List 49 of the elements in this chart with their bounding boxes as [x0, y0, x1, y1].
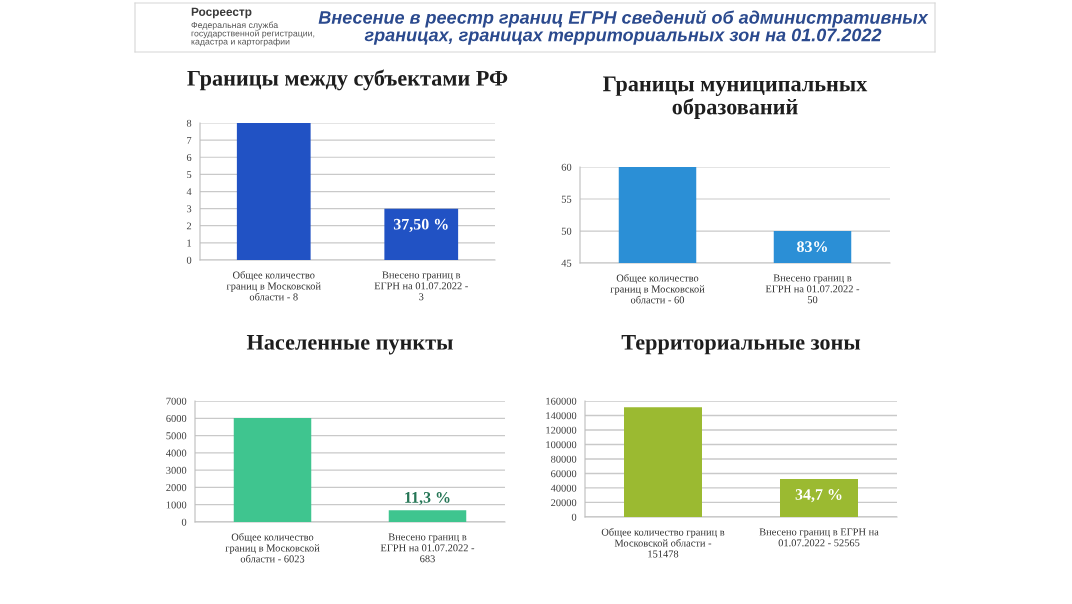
- text: Внесение в реестр границ ЕГРН сведений об административных границах, границах территориальных зон на 01.07.2022: [318, 10, 929, 45]
- y-tick-label: 0: [186, 256, 192, 264]
- y-tick-label: 0: [571, 513, 577, 521]
- y-tick-label: 6000: [166, 414, 187, 422]
- y-tick-label: 1000: [166, 501, 187, 509]
- text: Федеральная служба государственной регистрации, кадастра и картографии: [191, 21, 315, 47]
- y-tick-label: 140000: [546, 412, 577, 420]
- y-tick-label: 2: [186, 222, 192, 230]
- x-tick-label: Внесено границ в ЕГРН на 01.07.2022 - 683: [380, 533, 475, 563]
- y-tick-label: 20000: [551, 499, 577, 507]
- annotation: 83%: [797, 241, 827, 253]
- y-tick-label: 5: [187, 171, 192, 179]
- x-tick-label: Внесено границ в ЕГРН на 01.07.2022 - 50: [765, 274, 860, 304]
- x-tick-label: Общее количество границ в Московской области - 6023: [225, 533, 320, 563]
- y-tick-label: 40000: [550, 484, 577, 492]
- y-tick-label: 4000: [166, 449, 187, 457]
- y-tick-label: 4: [186, 188, 192, 196]
- x-tick-label: Внесено границ в ЕГРН на 01.07.2022 - 3: [374, 271, 468, 301]
- y-tick-label: 120000: [546, 426, 577, 434]
- annotation: 37,50 %: [393, 218, 448, 232]
- y-tick-label: 50: [561, 227, 572, 235]
- chart-title: Территориальные зоны: [621, 335, 861, 355]
- y-tick-label: 60: [561, 163, 572, 171]
- y-tick-label: 0: [181, 518, 187, 526]
- y-tick-label: 160000: [546, 397, 577, 405]
- y-tick-label: 3: [186, 205, 192, 213]
- y-tick-label: 80000: [551, 455, 577, 463]
- y-tick-label: 6: [186, 153, 192, 161]
- text: Росреестр: [191, 7, 252, 19]
- chart-title: Границы муниципальных образований: [603, 76, 868, 119]
- annotation: 11,3 %: [405, 492, 450, 506]
- x-tick-label: Общее количество границ в Московской области - 8: [226, 271, 321, 301]
- y-tick-label: 100000: [546, 441, 577, 449]
- y-tick-label: 45: [561, 259, 572, 267]
- y-tick-label: 60000: [551, 470, 577, 478]
- y-tick-label: 1: [187, 239, 192, 247]
- y-tick-label: 55: [561, 195, 572, 203]
- x-tick-label: Общее количество границ в Московской области - 151478: [601, 528, 725, 558]
- x-tick-label: Общее количество границ в Московской области - 60: [610, 274, 705, 304]
- chart-title: Населенные пункты: [246, 335, 453, 355]
- annotation: 34,7 %: [795, 489, 842, 503]
- y-tick-label: 8: [186, 119, 192, 127]
- y-tick-label: 7: [187, 136, 192, 144]
- y-tick-label: 2000: [166, 484, 187, 492]
- y-tick-label: 7000: [166, 397, 187, 405]
- y-tick-label: 5000: [166, 432, 187, 440]
- y-tick-label: 3000: [166, 466, 187, 474]
- x-tick-label: Внесено границ в ЕГРН на 01.07.2022 - 52565: [759, 528, 879, 547]
- chart-title: Границы между субъектами РФ: [187, 69, 508, 91]
